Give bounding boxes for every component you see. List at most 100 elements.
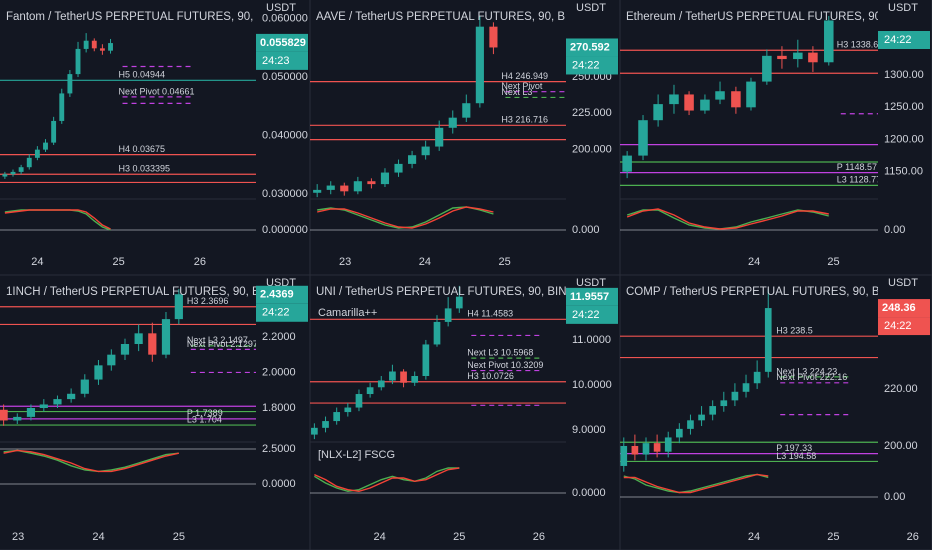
candle-body bbox=[389, 371, 396, 381]
candle-body bbox=[80, 379, 89, 394]
chart-area: H5 0.04944 Next Pivot 0.04661 H4 0.03675 H3… bbox=[0, 11, 256, 231]
level-label: H4 0.03675 bbox=[119, 144, 166, 154]
y-tick-label: 1300.00 bbox=[884, 69, 924, 81]
candle-body bbox=[746, 81, 756, 108]
y-tick-label: 1200.00 bbox=[884, 133, 924, 145]
candle-body bbox=[322, 421, 329, 428]
candle-body bbox=[53, 399, 62, 405]
candle-body bbox=[340, 185, 349, 192]
candle-body bbox=[742, 383, 750, 392]
candle-body bbox=[715, 91, 725, 100]
candle-body bbox=[148, 333, 157, 355]
candle-body bbox=[83, 40, 89, 49]
osc-line bbox=[623, 473, 769, 494]
osc-tick-label: 0.0000 bbox=[572, 487, 606, 499]
candle-body bbox=[134, 333, 143, 344]
panel: H3 1338.65 P 1148.57 L3 1128.77 Ethereum / … bbox=[620, 0, 932, 276]
candle-body bbox=[777, 55, 787, 60]
candle-body bbox=[355, 394, 363, 408]
last-price-label: 270.592 bbox=[570, 41, 610, 53]
candle-body bbox=[448, 117, 457, 128]
candle-body bbox=[0, 409, 8, 421]
candle-body bbox=[475, 26, 484, 104]
chart-area: H3 1338.65 P 1148.57 L3 1128.77 Ethereum / … bbox=[620, 11, 878, 231]
candle-body bbox=[753, 371, 761, 384]
candle-body bbox=[455, 296, 463, 309]
last-price-label: 2.4369 bbox=[260, 289, 294, 301]
osc-line bbox=[626, 208, 829, 230]
last-price-box bbox=[256, 33, 308, 52]
candle-body bbox=[698, 414, 705, 421]
candle-body bbox=[161, 319, 171, 355]
level-label: L3 194.58 bbox=[776, 451, 816, 461]
timer-label: 24:22 bbox=[884, 34, 912, 46]
level-label: P 1.7389 bbox=[187, 408, 223, 418]
last-price-label: 0.055829 bbox=[260, 37, 306, 49]
chart-title: COMP / TetherUS PERPETUAL FUTURES, 90, B… bbox=[626, 286, 923, 298]
candle-body bbox=[67, 74, 73, 94]
level-label: Next L3 bbox=[501, 87, 532, 97]
level-label: H3 10.0726 bbox=[467, 371, 514, 381]
x-tick-label: 23 bbox=[12, 531, 24, 543]
candle-body bbox=[333, 412, 341, 422]
candle-body bbox=[762, 55, 772, 82]
osc-tick-label: 0.00 bbox=[884, 224, 905, 236]
y-tick-label: 1250.00 bbox=[884, 101, 924, 113]
osc-line bbox=[3, 449, 179, 473]
candle-body bbox=[39, 404, 48, 408]
candle-body bbox=[435, 127, 444, 147]
candle-body bbox=[824, 20, 834, 63]
candle-body bbox=[43, 142, 48, 150]
candle-body bbox=[26, 408, 36, 417]
x-tick-label: 23 bbox=[339, 256, 351, 268]
candle-body bbox=[664, 437, 672, 452]
candle-body bbox=[18, 167, 24, 172]
candle-body bbox=[380, 172, 390, 185]
y-tick-label: 0.040000 bbox=[262, 129, 308, 141]
candle-body bbox=[684, 94, 694, 111]
x-tick-label: 24 bbox=[31, 256, 43, 268]
candle-body bbox=[764, 308, 772, 372]
axis-unit: USDT bbox=[576, 277, 606, 289]
candle-body bbox=[313, 189, 322, 193]
x-tick-label: 24 bbox=[748, 531, 760, 543]
level-label: H4 246.949 bbox=[501, 71, 548, 81]
candle-body bbox=[731, 91, 741, 108]
panel: H5 0.04944 Next Pivot 0.04661 H4 0.03675 H3… bbox=[0, 0, 311, 276]
chart-title: UNI / TetherUS PERPETUAL FUTURES, 90, BI… bbox=[316, 286, 599, 298]
x-tick-label: 26 bbox=[194, 256, 206, 268]
candle-body bbox=[344, 407, 352, 413]
candle-body bbox=[489, 26, 498, 48]
indicator-label: Camarilla++ bbox=[318, 307, 377, 319]
candle-body bbox=[676, 428, 683, 438]
osc-label: [NLX-L2] FSCG bbox=[318, 449, 395, 461]
level-label: L3 1.704 bbox=[187, 414, 222, 424]
candle-body bbox=[326, 185, 335, 190]
candle-body bbox=[394, 163, 403, 173]
chart-title: AAVE / TetherUS PERPETUAL FUTURES, 90, B… bbox=[316, 11, 609, 23]
level-label: H3 238.5 bbox=[776, 326, 813, 336]
level-label: H4 11.4583 bbox=[467, 309, 513, 319]
y-tick-label: 225.000 bbox=[572, 107, 612, 119]
level-label: Next L3 224.23 bbox=[776, 366, 837, 376]
x-tick-label: 25 bbox=[173, 531, 185, 543]
candle-body bbox=[808, 52, 818, 63]
osc-line bbox=[314, 467, 460, 493]
osc-tick-label: 0.000 bbox=[572, 224, 600, 236]
candle-body bbox=[59, 93, 65, 121]
candle-body bbox=[377, 380, 385, 388]
y-tick-label: 2.2000 bbox=[262, 331, 296, 343]
timer-box bbox=[566, 305, 618, 324]
axis-unit: USDT bbox=[266, 2, 296, 14]
level-label: H3 216.716 bbox=[501, 115, 548, 125]
candle-body bbox=[75, 48, 81, 75]
last-price-box bbox=[256, 285, 308, 304]
y-tick-label: 2.0000 bbox=[262, 366, 296, 378]
y-tick-label: 200.00 bbox=[884, 440, 918, 452]
candle-body bbox=[99, 48, 105, 51]
candle-body bbox=[94, 365, 103, 380]
last-price-box bbox=[566, 287, 618, 306]
timer-box bbox=[256, 51, 308, 70]
timer-box bbox=[566, 56, 618, 75]
